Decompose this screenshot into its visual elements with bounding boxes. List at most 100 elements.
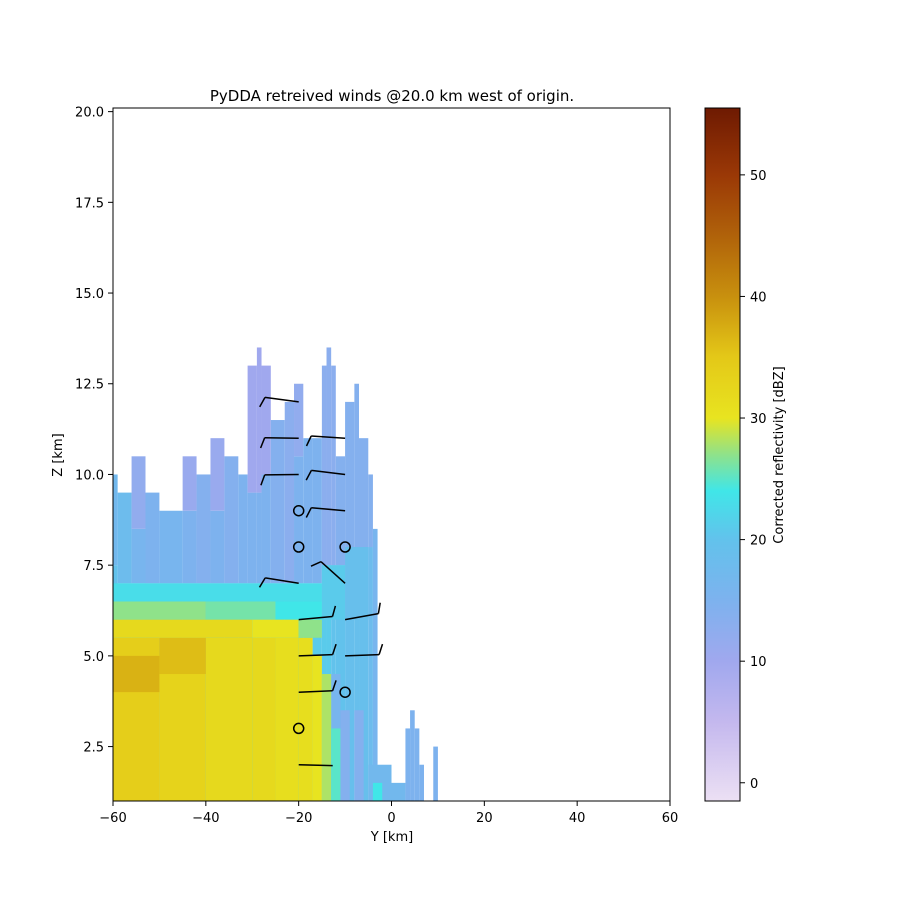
y-axis-label: Z [km]: [51, 433, 66, 476]
reflectivity-cell: [247, 365, 257, 493]
wind-barb-flag: [331, 680, 337, 692]
reflectivity-cell: [405, 728, 411, 801]
wind-barb: [310, 561, 346, 584]
reflectivity-cell: [275, 601, 322, 620]
reflectivity-cell: [131, 456, 146, 529]
reflectivity-heatmap: [113, 347, 438, 801]
reflectivity-cell: [391, 782, 406, 801]
x-axis: −60 −40 −20 0 20 40 60: [99, 801, 678, 826]
wind-barb-flag: [310, 561, 322, 567]
colorbar-tick-label: 30: [750, 412, 767, 427]
reflectivity-cell: [256, 347, 262, 493]
reflectivity-cell: [256, 492, 262, 584]
x-tick-label: 20: [476, 811, 493, 826]
reflectivity-cell: [224, 456, 239, 584]
colorbar-tick-label: 0: [750, 777, 758, 792]
reflectivity-cell: [182, 510, 197, 584]
wind-barb: [305, 506, 346, 518]
wind-barb-shaft: [264, 396, 299, 403]
reflectivity-cell: [131, 528, 146, 584]
reflectivity-cell: [159, 637, 206, 675]
wind-barb: [298, 605, 337, 621]
reflectivity-cell: [182, 456, 197, 511]
wind-barb-shaft: [265, 577, 299, 585]
reflectivity-cell: [345, 401, 355, 566]
colorbar-tick-label: 20: [750, 534, 767, 549]
wind-barb-shaft: [311, 506, 346, 512]
reflectivity-cell: [345, 565, 355, 801]
reflectivity-cell: [113, 583, 322, 602]
colorbar-label: Corrected reflectivity [dBZ]: [772, 366, 787, 543]
reflectivity-cell: [359, 438, 369, 566]
calm-wind-circle: [339, 541, 351, 553]
wind-barb-shaft: [298, 653, 333, 657]
y-axis: 2.5 5.0 7.5 10.0 12.5 15.0 17.5 20.0: [75, 106, 113, 756]
reflectivity-cell: [159, 510, 183, 584]
reflectivity-cell: [238, 474, 248, 584]
reflectivity-cell: [270, 420, 285, 584]
reflectivity-cell: [117, 492, 132, 584]
y-tick-label: 12.5: [75, 378, 104, 393]
wind-barb: [305, 469, 346, 481]
wind-barb: [298, 680, 337, 693]
calm-wind-circle: [292, 722, 305, 735]
wind-barb: [260, 473, 299, 486]
reflectivity-cell: [410, 710, 415, 801]
reflectivity-cell: [145, 492, 160, 584]
reflectivity-cell: [298, 619, 322, 638]
reflectivity-cell: [275, 637, 299, 801]
reflectivity-cell: [312, 438, 322, 584]
reflectivity-cell: [252, 619, 299, 638]
reflectivity-cell: [196, 474, 211, 584]
reflectivity-cell: [312, 655, 322, 801]
reflectivity-cell: [414, 728, 420, 801]
reflectivity-cell: [326, 347, 332, 566]
y-tick-label: 15.0: [75, 287, 104, 302]
x-tick-label: −60: [99, 811, 126, 826]
wind-barb-flag: [258, 577, 266, 588]
colorbar-tick-label: 10: [750, 655, 767, 670]
reflectivity-cell: [368, 474, 373, 548]
colorbar-ticks: 0 10 20 30 40 50: [740, 169, 767, 792]
reflectivity-cell: [113, 619, 253, 638]
y-tick-label: 20.0: [75, 106, 104, 121]
reflectivity-cell: [210, 438, 225, 511]
reflectivity-cell: [303, 438, 313, 584]
x-tick-label: 60: [662, 811, 679, 826]
wind-barbs: [258, 396, 384, 767]
y-tick-label: 7.5: [83, 559, 104, 574]
reflectivity-cell: [354, 565, 360, 801]
reflectivity-cell: [331, 728, 341, 801]
reflectivity-cell: [368, 547, 373, 801]
reflectivity-cell: [247, 492, 257, 584]
wind-barb-shaft: [320, 561, 346, 584]
reflectivity-cell: [433, 746, 438, 801]
wind-barb: [258, 577, 299, 588]
wind-barb-flag: [259, 397, 266, 408]
wind-barb-flag: [331, 605, 337, 617]
wind-barb-flag: [305, 435, 312, 447]
wind-barb-flag: [331, 643, 337, 655]
wind-barb-shaft: [344, 612, 379, 621]
wind-barb: [344, 602, 381, 621]
reflectivity-cell: [331, 365, 336, 566]
wind-barb-shaft: [345, 653, 380, 657]
reflectivity-cell: [321, 365, 327, 566]
y-tick-label: 17.5: [75, 196, 104, 211]
reflectivity-cell: [205, 601, 276, 620]
reflectivity-cell: [113, 655, 160, 693]
colorbar-tick-label: 50: [750, 169, 767, 184]
wind-barb-shaft: [298, 690, 333, 693]
wind-barb: [298, 763, 333, 767]
x-tick-label: 0: [387, 811, 395, 826]
wind-barb-flag: [260, 474, 266, 486]
colorbar-tick-label: 40: [750, 290, 767, 305]
wind-barb-shaft: [311, 435, 346, 439]
wind-barb-shaft: [264, 436, 299, 439]
reflectivity-cell: [205, 637, 253, 801]
wind-barb: [305, 435, 346, 447]
y-tick-label: 5.0: [83, 650, 104, 665]
reflectivity-cell: [372, 528, 378, 801]
reflectivity-cell: [113, 601, 206, 620]
